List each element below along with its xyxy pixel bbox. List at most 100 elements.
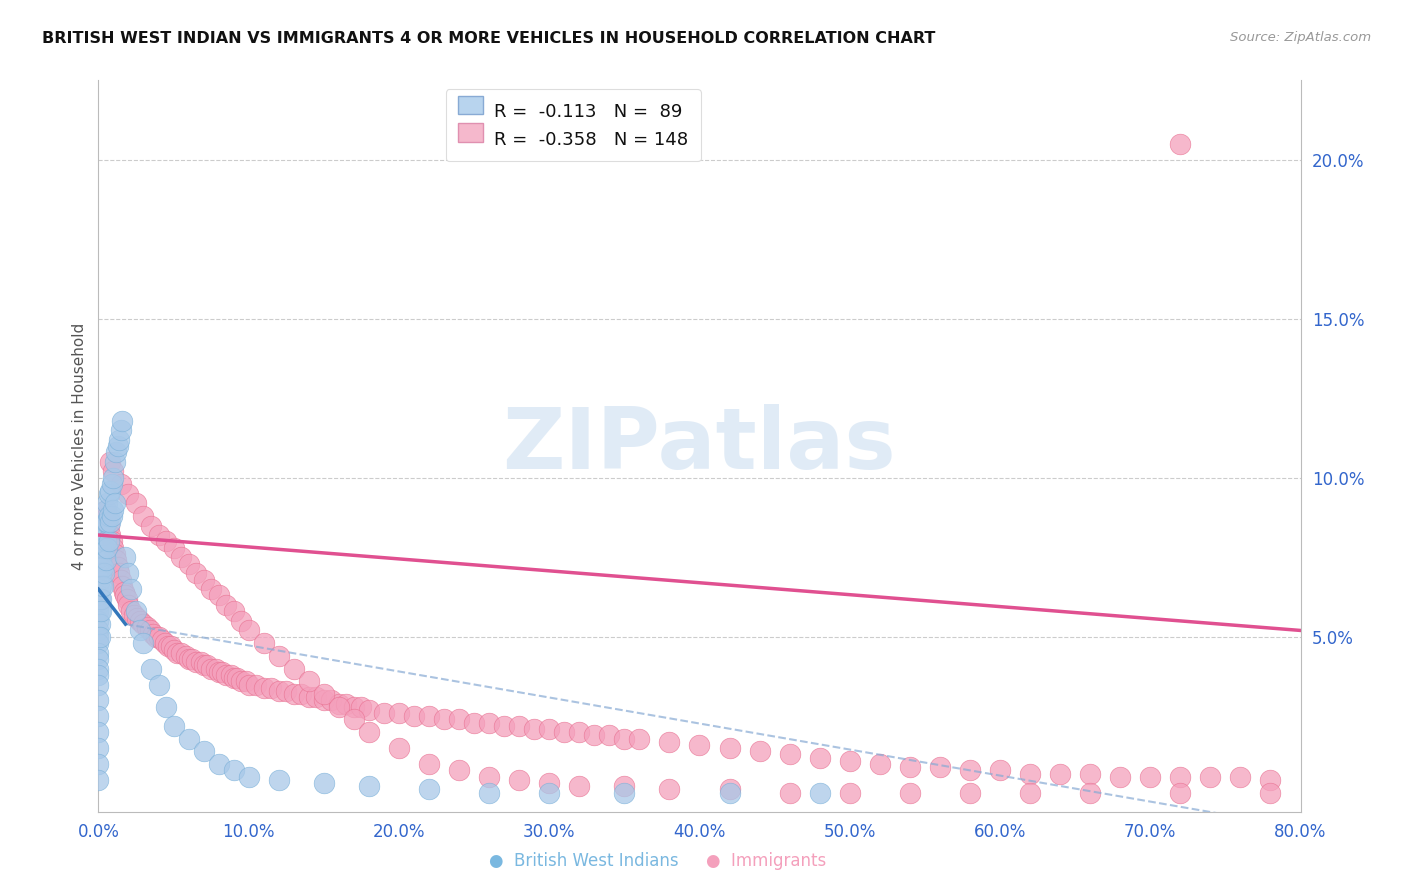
Point <box>148 677 170 691</box>
Point <box>87 725 110 739</box>
Point <box>1170 770 1192 784</box>
Point <box>89 550 111 565</box>
Point <box>267 684 290 698</box>
Point <box>478 770 501 784</box>
Point <box>156 640 179 654</box>
Point <box>117 566 139 581</box>
Point <box>253 636 276 650</box>
Text: Source: ZipAtlas.com: Source: ZipAtlas.com <box>1230 31 1371 45</box>
Point <box>184 655 207 669</box>
Point <box>211 665 233 679</box>
Point <box>1229 770 1251 784</box>
Point <box>568 725 591 739</box>
Point <box>107 439 129 453</box>
Point <box>260 681 283 695</box>
Point <box>523 722 546 736</box>
Point <box>898 760 921 774</box>
Point <box>87 668 110 682</box>
Point <box>1049 766 1071 780</box>
Point <box>583 728 606 742</box>
Point <box>115 591 138 606</box>
Point <box>312 687 335 701</box>
Point <box>193 658 215 673</box>
Point <box>139 518 162 533</box>
Point <box>200 582 222 596</box>
Point <box>988 764 1011 778</box>
Point <box>718 786 741 800</box>
Point <box>87 589 110 603</box>
Point <box>153 636 176 650</box>
Point <box>97 508 120 523</box>
Point <box>959 764 981 778</box>
Point <box>779 786 801 800</box>
Point <box>190 655 212 669</box>
Point <box>96 516 118 530</box>
Text: ●  Immigrants: ● Immigrants <box>706 852 827 870</box>
Point <box>222 671 245 685</box>
Point <box>553 725 575 739</box>
Point <box>388 741 411 756</box>
Point <box>238 624 260 638</box>
Point <box>225 671 247 685</box>
Point <box>87 598 110 612</box>
Point <box>184 566 207 581</box>
Point <box>103 471 125 485</box>
Point <box>283 687 305 701</box>
Point <box>343 699 366 714</box>
Point <box>298 674 321 689</box>
Point <box>96 496 118 510</box>
Point <box>135 620 157 634</box>
Point <box>808 750 831 764</box>
Point <box>174 648 197 663</box>
Point <box>148 630 170 644</box>
Point <box>613 779 636 793</box>
Point <box>613 786 636 800</box>
Point <box>613 731 636 746</box>
Point <box>94 553 117 567</box>
Point <box>93 566 115 581</box>
Point <box>658 782 681 797</box>
Point <box>87 614 110 628</box>
Point <box>87 677 110 691</box>
Point <box>177 731 200 746</box>
Point <box>89 573 111 587</box>
Point <box>1260 772 1282 787</box>
Point <box>89 591 111 606</box>
Point <box>433 713 456 727</box>
Point <box>97 534 120 549</box>
Point <box>87 630 110 644</box>
Point <box>87 624 110 638</box>
Point <box>100 483 122 498</box>
Point <box>87 566 110 581</box>
Point <box>1199 770 1222 784</box>
Point <box>124 607 146 622</box>
Point <box>101 534 124 549</box>
Point <box>357 703 380 717</box>
Point <box>162 642 184 657</box>
Point <box>478 786 501 800</box>
Point <box>110 573 132 587</box>
Point <box>1139 770 1161 784</box>
Legend: R =  -0.113   N =  89, R =  -0.358   N = 148: R = -0.113 N = 89, R = -0.358 N = 148 <box>446 89 702 161</box>
Point <box>105 553 128 567</box>
Point <box>87 693 110 707</box>
Point <box>104 455 127 469</box>
Point <box>628 731 651 746</box>
Point <box>208 665 231 679</box>
Point <box>91 541 114 555</box>
Point <box>90 553 112 567</box>
Point <box>94 516 117 530</box>
Point <box>238 770 260 784</box>
Point <box>718 782 741 797</box>
Point <box>121 604 143 618</box>
Point <box>312 693 335 707</box>
Point <box>87 646 110 660</box>
Point <box>231 614 253 628</box>
Point <box>103 541 125 555</box>
Point <box>96 541 118 555</box>
Point <box>1019 786 1042 800</box>
Point <box>343 713 366 727</box>
Point <box>87 652 110 666</box>
Point <box>1078 786 1101 800</box>
Point <box>114 550 136 565</box>
